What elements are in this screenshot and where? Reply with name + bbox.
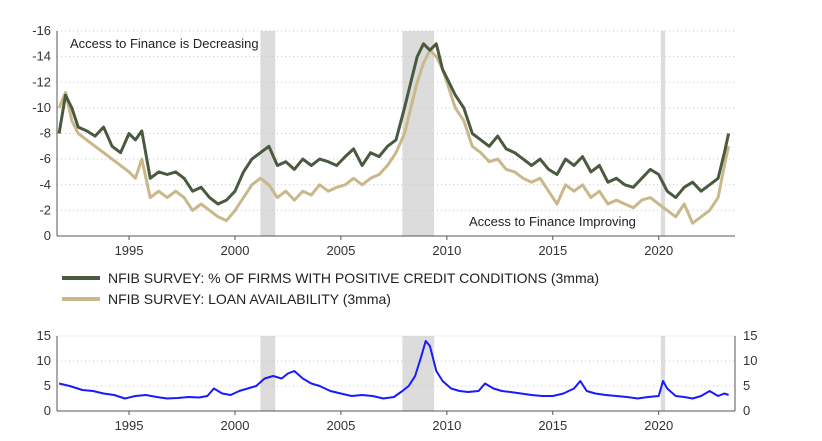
lower-panel-chart: 0 0 5 5 10 10 15 15 1995 2000 2005 2010 2015 2020 bbox=[37, 328, 758, 433]
x-tick-label: 1995 bbox=[115, 418, 144, 433]
y-tick-label: 0 bbox=[44, 403, 51, 418]
recession-band bbox=[660, 31, 666, 236]
y-tick-label: -10 bbox=[32, 100, 51, 115]
annotation-decreasing: Access to Finance is Decreasing bbox=[70, 36, 259, 51]
y-tick-label: -14 bbox=[32, 49, 51, 64]
y-tick-label-right: 15 bbox=[743, 328, 757, 343]
recession-band bbox=[402, 336, 435, 411]
y-tick-label: -4 bbox=[39, 177, 51, 192]
y-tick-label: -8 bbox=[39, 126, 51, 141]
x-tick-label: 2005 bbox=[326, 243, 355, 258]
y-tick-label: 0 bbox=[44, 228, 51, 243]
x-tick-label: 1995 bbox=[115, 243, 144, 258]
x-tick-label: 2000 bbox=[221, 418, 250, 433]
y-tick-label: 5 bbox=[44, 378, 51, 393]
y-tick-label: -12 bbox=[32, 74, 51, 89]
y-tick-label: -2 bbox=[39, 202, 51, 217]
legend: NFIB SURVEY: % OF FIRMS WITH POSITIVE CR… bbox=[62, 270, 599, 307]
y-tick-label: 10 bbox=[37, 353, 51, 368]
legend-label-loan-availability: NFIB SURVEY: LOAN AVAILABILITY (3mma) bbox=[108, 291, 391, 307]
legend-label-positive-credit: NFIB SURVEY: % OF FIRMS WITH POSITIVE CR… bbox=[108, 270, 599, 286]
x-tick-label: 2015 bbox=[538, 243, 567, 258]
y-tick-label: -6 bbox=[39, 151, 51, 166]
x-tick-label: 2015 bbox=[538, 418, 567, 433]
x-tick-label: 2010 bbox=[432, 418, 461, 433]
x-tick-label: 2020 bbox=[644, 243, 673, 258]
x-tick-label: 2010 bbox=[432, 243, 461, 258]
recession-band bbox=[660, 336, 666, 411]
x-tick-label: 2020 bbox=[644, 418, 673, 433]
recession-band bbox=[260, 336, 276, 411]
y-tick-label-right: 5 bbox=[743, 378, 750, 393]
y-tick-label-right: 0 bbox=[743, 403, 750, 418]
recession-band bbox=[260, 31, 276, 236]
y-tick-label-right: 10 bbox=[743, 353, 757, 368]
series-line-0 bbox=[58, 340, 729, 400]
recession-band bbox=[402, 31, 435, 236]
x-tick-label: 2005 bbox=[326, 418, 355, 433]
series-line-1 bbox=[57, 42, 731, 206]
series-line-0 bbox=[57, 48, 731, 225]
credit-conditions-chart: -16 -14 -12 -10 -8 -6 -4 -2 0 1995 2000 2005 2010 201… bbox=[32, 23, 735, 258]
y-tick-label: 15 bbox=[37, 328, 51, 343]
x-tick-label: 2000 bbox=[221, 243, 250, 258]
y-tick-label: -16 bbox=[32, 23, 51, 38]
annotation-improving: Access to Finance Improving bbox=[469, 214, 636, 229]
